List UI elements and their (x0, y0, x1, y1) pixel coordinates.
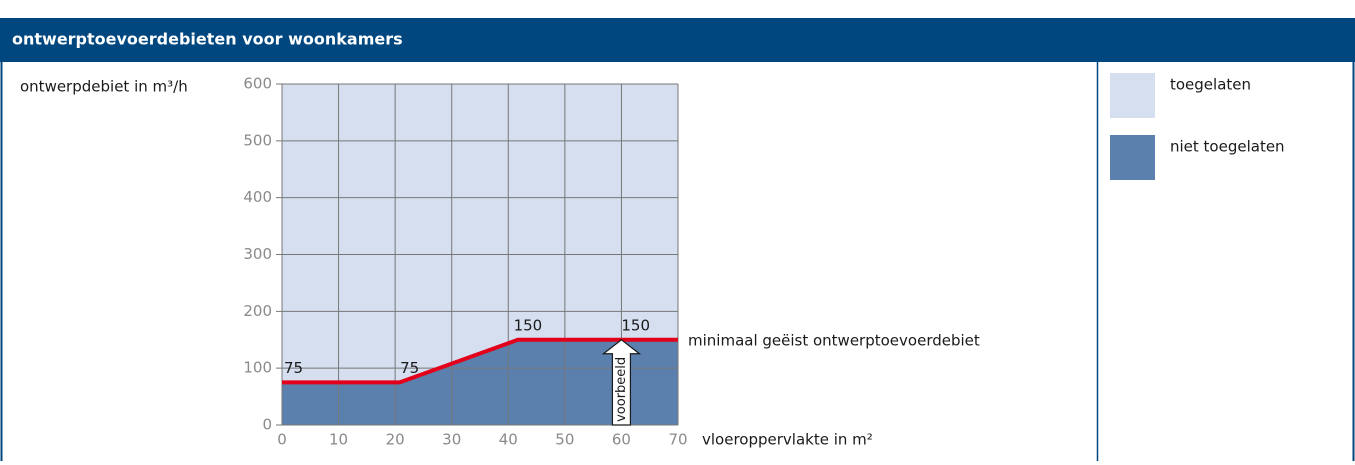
line-annotation: minimaal geëist ontwerptoevoerdebiet (688, 332, 980, 350)
x-tick-label: 40 (499, 431, 518, 449)
y-tick-label: 300 (243, 245, 272, 263)
y-axis-label: ontwerpdebiet in m³/h (20, 78, 188, 96)
data-label: 75 (400, 359, 419, 377)
x-tick-label: 0 (277, 431, 287, 449)
legend-swatch (1110, 135, 1155, 180)
x-tick-label: 30 (442, 431, 461, 449)
y-tick-label: 400 (243, 188, 272, 206)
data-label: 150 (514, 316, 543, 334)
y-tick-label: 500 (243, 131, 272, 149)
example-label: voorbeeld (614, 357, 629, 422)
legend-swatch (1110, 73, 1155, 118)
y-tick-label: 100 (243, 359, 272, 377)
x-tick-label: 50 (555, 431, 574, 449)
x-tick-label: 10 (329, 431, 348, 449)
legend-label: toegelaten (1170, 76, 1251, 94)
x-tick-label: 20 (386, 431, 405, 449)
header-bar (0, 18, 1355, 62)
not-permitted-area (282, 339, 678, 425)
chart-title: ontwerptoevoerdebieten voor woonkamers (12, 30, 403, 49)
line (282, 337, 678, 385)
legend-label: niet toegelaten (1170, 138, 1285, 156)
x-axis-label: vloeroppervlakte in m² (702, 431, 873, 449)
example-arrow (601, 338, 642, 426)
y-tick-label: 200 (243, 302, 272, 320)
x-tick-label: 70 (668, 431, 687, 449)
y-tick-label: 0 (262, 416, 272, 434)
data-label: 75 (284, 359, 303, 377)
y-tick-label: 600 (243, 75, 272, 93)
data-label: 150 (621, 316, 650, 334)
x-tick-label: 60 (612, 431, 631, 449)
